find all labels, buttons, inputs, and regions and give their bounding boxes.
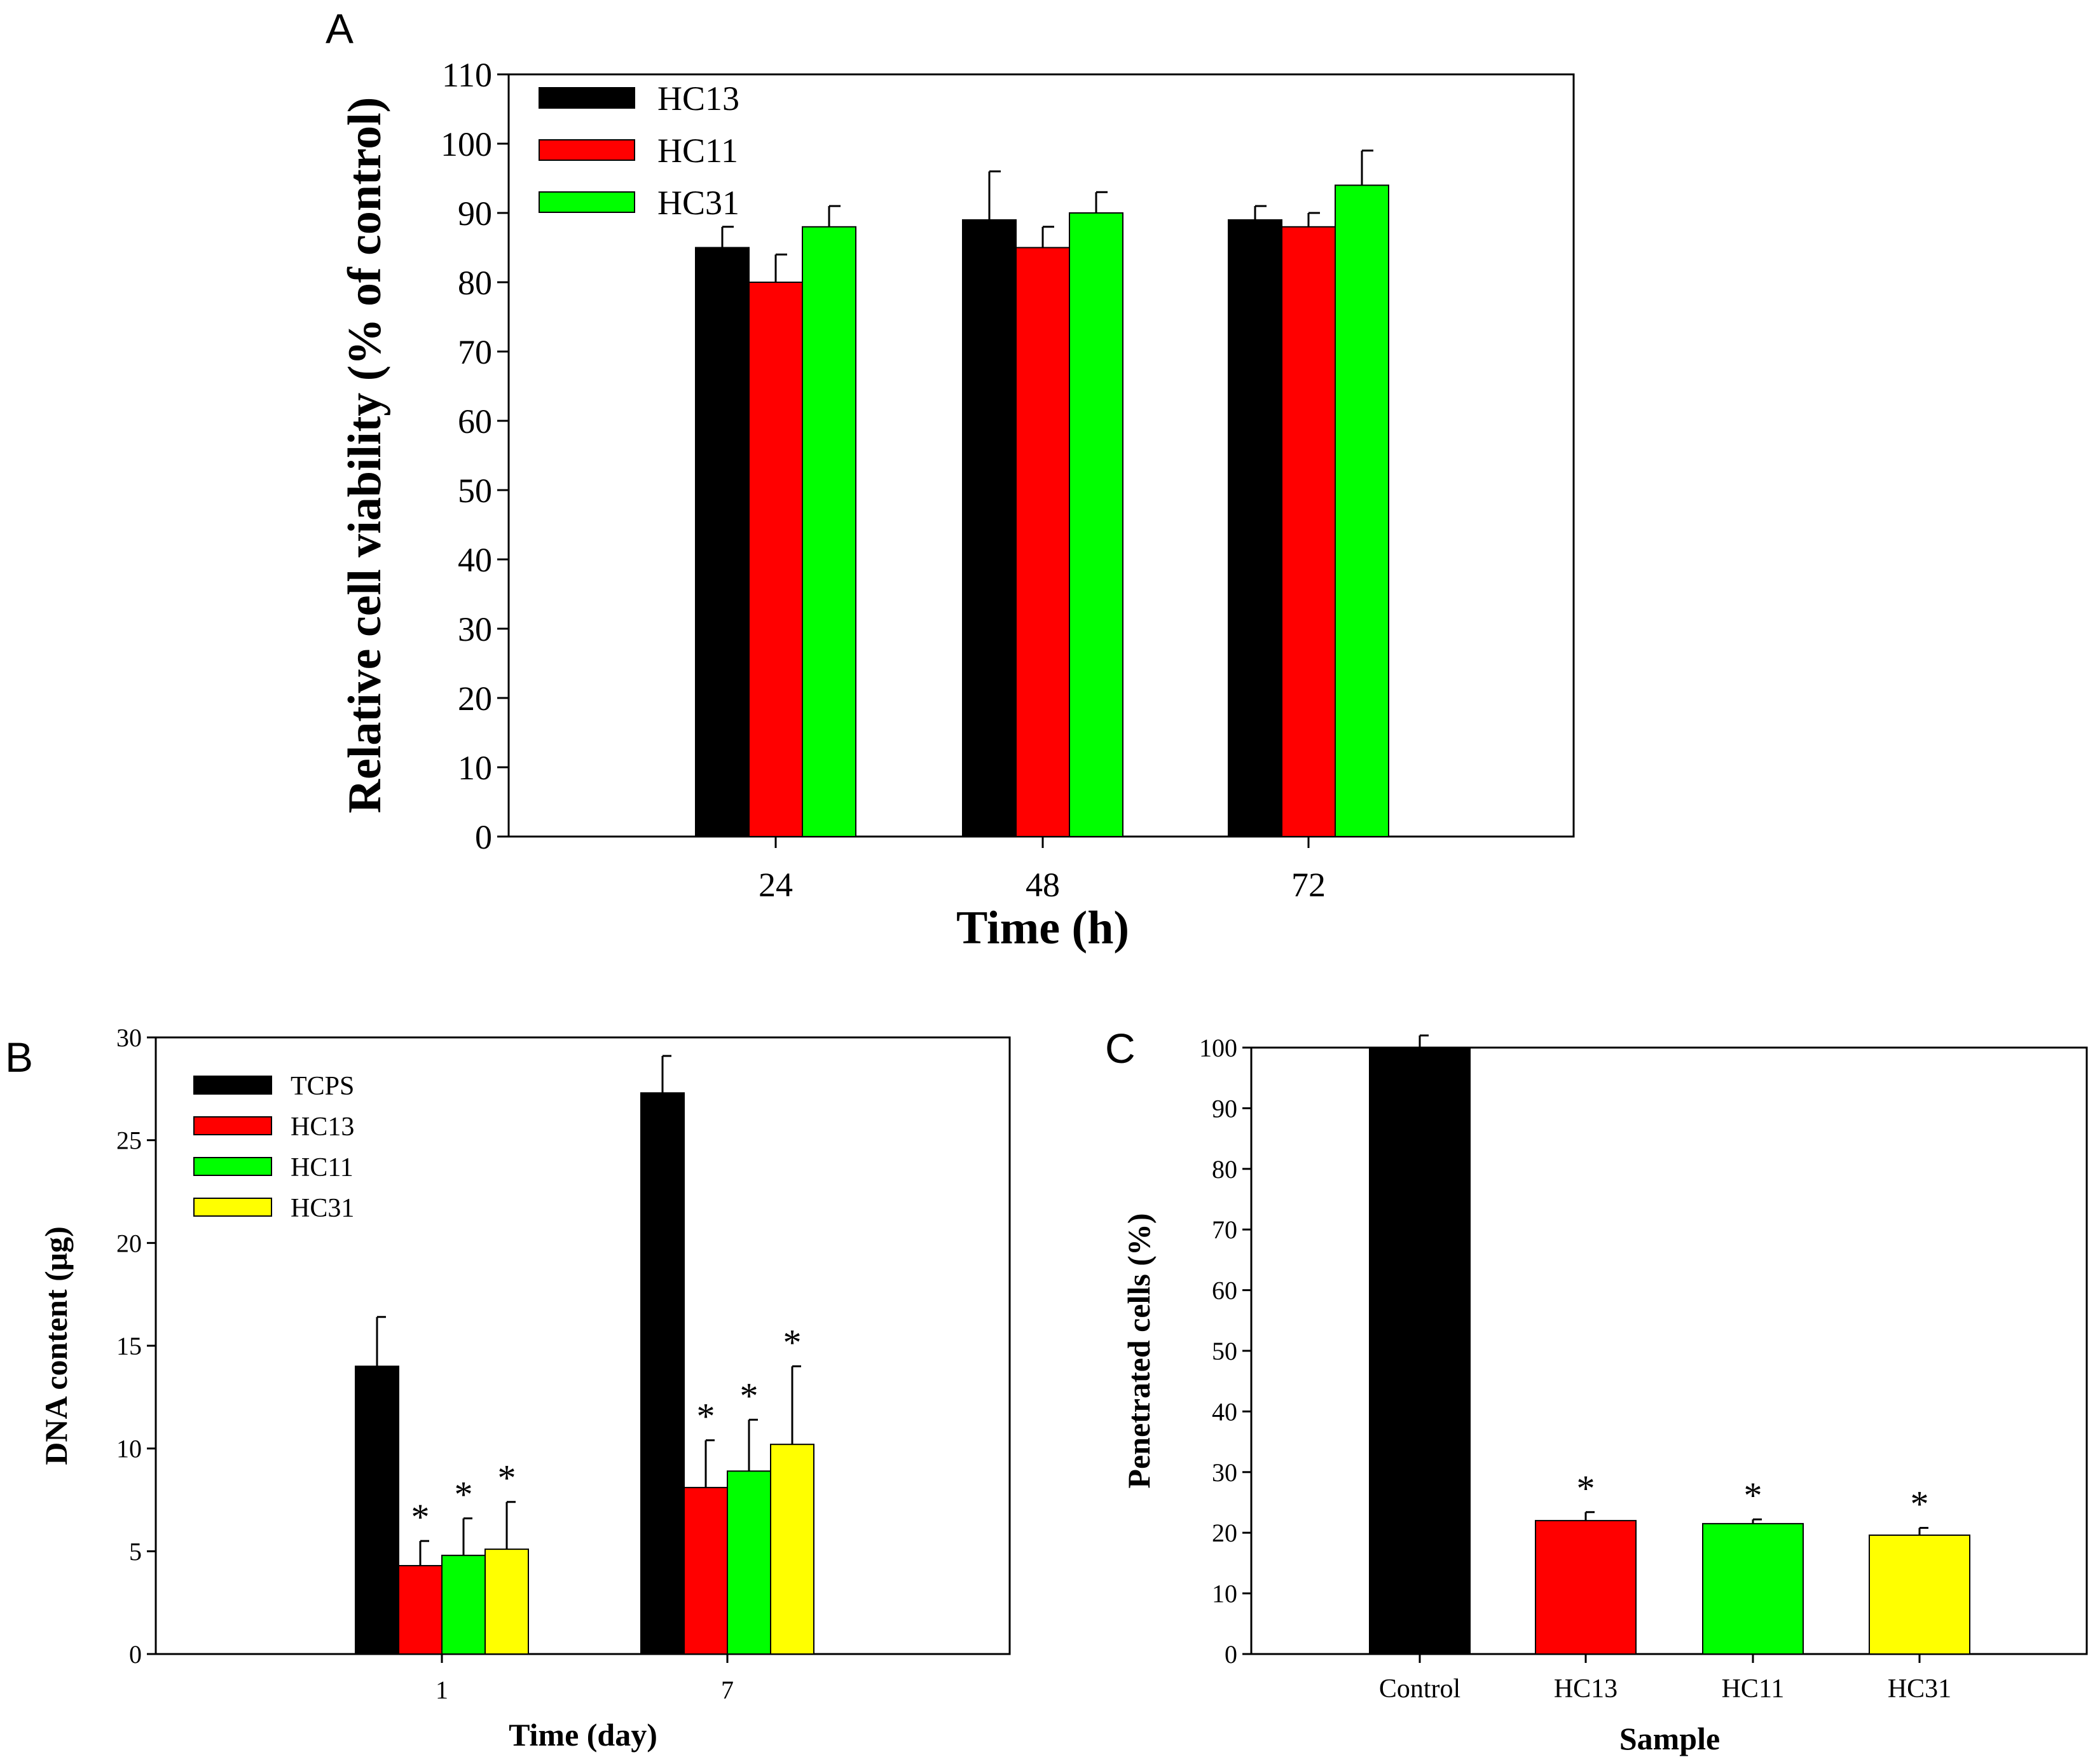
panel-a-ytick-label: 90 (458, 195, 492, 233)
panel-b-ytick-label: 20 (116, 1229, 142, 1257)
panel-label-a: A (326, 5, 354, 52)
panel-a-ytick-label: 70 (458, 333, 492, 371)
panel-a-x-axis-title: Time (h) (956, 902, 1129, 954)
panel-b-bar-hc13-7 (683, 1487, 728, 1655)
panel-c-ytick-label: 20 (1212, 1519, 1237, 1547)
panel-a-y-axis-title: Relative cell viability (% of control) (339, 97, 391, 814)
panel-b-ytick-label: 0 (129, 1640, 142, 1669)
panel-b-ytick-label: 10 (116, 1435, 142, 1463)
panel-c-xtick-label: HC11 (1722, 1674, 1785, 1704)
panel-a-bar-hc31-72 (1335, 184, 1389, 837)
panel-b-significance-star: * (740, 1375, 759, 1416)
panel-c-ytick-label: 80 (1212, 1155, 1237, 1184)
panel-label-c: C (1105, 1025, 1136, 1072)
panel-b-xtick-label: 7 (721, 1676, 734, 1704)
panel-a-bar-hc31-24 (802, 226, 856, 837)
panel-c-bar-hc13 (1535, 1520, 1637, 1655)
panel-a-bar-hc11-72 (1281, 226, 1336, 837)
panel-a-ytick-label: 20 (458, 680, 492, 718)
panel-b-significance-star: * (697, 1396, 715, 1437)
panel-b-legend-label-hc13: HC13 (291, 1112, 354, 1142)
panel-c-ytick-label: 30 (1212, 1458, 1237, 1487)
panel-c-x-axis-title: Sample (1619, 1721, 1720, 1756)
panel-b-ytick-label: 30 (116, 1023, 142, 1052)
panel-c-y-axis-title: Penetrated cells (%) (1121, 1213, 1157, 1488)
panel-c-significance-star: * (1911, 1484, 1929, 1525)
panel-c-significance-star: * (1577, 1468, 1595, 1509)
panel-b-x-axis-title: Time (day) (509, 1717, 657, 1753)
panel-c-ytick-label: 60 (1212, 1276, 1237, 1305)
panel-a-bar-hc11-48 (1015, 247, 1070, 837)
panel-c-ytick-label: 50 (1212, 1337, 1237, 1365)
panel-c-xtick-label: HC31 (1888, 1674, 1951, 1704)
panel-b-y-axis-title: DNA content (μg) (38, 1226, 74, 1465)
panel-c-bar-hc31 (1869, 1535, 1970, 1655)
panel-b-ytick-label: 25 (116, 1126, 142, 1155)
panel-a-legend-label-hc11: HC11 (657, 132, 738, 170)
panel-a-ytick-label: 110 (442, 56, 492, 94)
panel-b-significance-star: * (455, 1474, 473, 1515)
panel-c-ytick-label: 100 (1199, 1034, 1237, 1062)
panel-a-bar-hc13-48 (962, 219, 1017, 837)
panel-b-legend-label-hc31: HC31 (291, 1194, 354, 1223)
panel-c-ytick-label: 0 (1225, 1640, 1237, 1669)
chart-panel-a: 0 10 20 30 40 50 60 70 80 90 100 110 Time (h) Relativ… (339, 56, 1575, 954)
chart-panel-c: 0 10 20 30 40 50 60 70 80 90 100 Sample Penetrated c… (1121, 1034, 2088, 1756)
panel-a-bar-hc13-24 (695, 247, 750, 837)
panel-a-ytick-label: 50 (458, 472, 492, 510)
panel-c-xtick-label: Control (1379, 1674, 1460, 1704)
panel-label-b: B (5, 1034, 33, 1081)
panel-b-bar-hc31-1 (484, 1549, 529, 1655)
panel-a-ytick-label: 0 (475, 818, 492, 856)
panel-a-xtick-label: 48 (1026, 866, 1060, 904)
panel-b-significance-star: * (411, 1496, 430, 1538)
panel-a-ytick-label: 10 (458, 749, 492, 787)
panel-b-legend-swatch-hc11 (193, 1157, 272, 1176)
panel-a-xtick-label: 72 (1291, 866, 1326, 904)
panel-c-ytick-label: 70 (1212, 1215, 1237, 1244)
panel-b-legend-swatch-hc31 (193, 1198, 272, 1217)
panel-a-bar-hc11-24 (748, 282, 803, 837)
panel-b-bar-tcps-7 (640, 1092, 685, 1655)
panel-a-legend-label-hc13: HC13 (657, 79, 739, 118)
panel-b-bar-hc11-7 (727, 1470, 771, 1655)
panel-b-bar-hc31-7 (770, 1444, 814, 1655)
panel-a-legend-label-hc31: HC31 (657, 184, 739, 222)
panel-a-bar-hc31-48 (1069, 212, 1123, 837)
panel-b-ytick-label: 15 (116, 1332, 142, 1360)
panel-a-bar-hc13-72 (1228, 219, 1282, 837)
panel-a-ytick-label: 100 (441, 125, 492, 163)
panel-c-bar-hc11 (1702, 1522, 1804, 1655)
panel-b-legend-swatch-tcps (193, 1076, 272, 1095)
panel-a-legend-swatch-hc31 (539, 191, 635, 213)
panel-a-ytick-label: 60 (458, 402, 492, 441)
panel-b-bar-hc11-1 (441, 1554, 486, 1655)
panel-b-legend-swatch-hc13 (193, 1116, 272, 1135)
panel-c-bar-control (1369, 1047, 1471, 1655)
panel-a-ytick-label: 30 (458, 610, 492, 648)
panel-c-ytick-label: 10 (1212, 1580, 1237, 1608)
panel-a-ytick-label: 80 (458, 264, 492, 302)
panel-a-legend-swatch-hc11 (539, 139, 635, 161)
panel-b-legend-label-tcps: TCPS (291, 1072, 354, 1101)
chart-panel-b: 0 5 10 15 20 25 30 Time (day) DNA content (μg) * *… (38, 1023, 1011, 1753)
panel-b-xtick-label: 1 (436, 1676, 448, 1704)
panel-b-bar-hc13-1 (398, 1564, 443, 1655)
panel-a-legend-swatch-hc13 (539, 87, 635, 109)
panel-a-ytick-label: 40 (458, 541, 492, 579)
panel-b-legend-label-hc11: HC11 (291, 1153, 354, 1182)
panel-c-ytick-label: 40 (1212, 1397, 1237, 1426)
panel-c-ytick-label: 90 (1212, 1094, 1237, 1123)
panel-b-bar-tcps-1 (355, 1365, 399, 1655)
panel-a-xtick-label: 24 (759, 866, 793, 904)
panel-b-significance-star: * (498, 1458, 516, 1499)
panel-b-ytick-label: 5 (129, 1537, 142, 1566)
panel-b-significance-star: * (783, 1322, 802, 1363)
panel-c-significance-star: * (1744, 1475, 1762, 1516)
panel-c-xtick-label: HC13 (1554, 1674, 1618, 1704)
